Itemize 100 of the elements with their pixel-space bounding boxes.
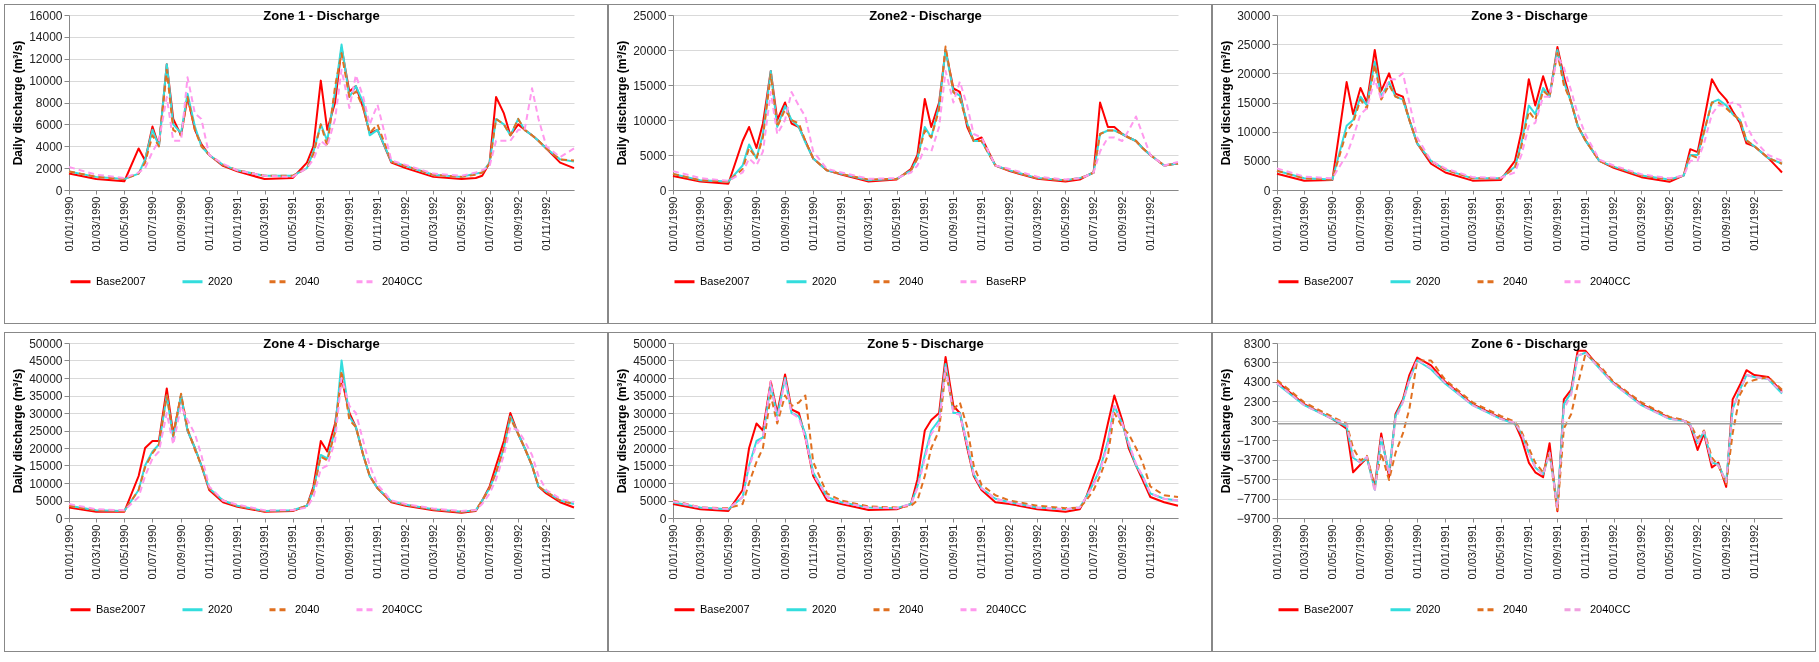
y-tick-label: 45000 (633, 354, 667, 368)
x-tick-label: 01/07/1990 (749, 524, 762, 580)
x-tick-label: 01/11/1991 (975, 196, 988, 251)
x-tick-label: 01/01/1990 (1270, 196, 1283, 252)
x-tick-label: 01/05/1991 (286, 196, 299, 252)
x-tick-label: 01/09/1991 (1550, 196, 1563, 252)
x-tick-label: 01/09/1992 (1115, 196, 1128, 252)
legend-label: 2040CC (986, 602, 1027, 615)
y-axis-title: Daily discharge (m³/s) (615, 40, 630, 166)
x-tick-label: 01/11/1990 (202, 524, 215, 579)
x-tick-label: 01/01/1991 (834, 196, 847, 252)
legend-label: 2040 (1503, 602, 1528, 615)
x-tick-label: 01/09/1990 (778, 524, 791, 580)
x-tick-label: 01/07/1991 (918, 196, 931, 252)
x-tick-label: 01/01/1990 (62, 196, 75, 252)
x-tick-label: 01/05/1990 (117, 524, 130, 580)
x-tick-label: 01/11/1990 (806, 196, 819, 251)
x-tick-label: 01/01/1991 (230, 524, 243, 580)
y-tick-label: 35000 (29, 389, 63, 403)
x-tick-label: 01/05/1990 (721, 196, 734, 252)
legend-label: Base2007 (700, 274, 750, 287)
y-tick-label: 30000 (633, 406, 667, 421)
x-tick-label: 01/11/1992 (1747, 196, 1760, 251)
x-tick-label: 01/11/1992 (539, 524, 552, 579)
legend-label: 2040CC (382, 274, 423, 287)
x-tick-label: 01/01/1990 (62, 524, 75, 580)
y-tick-label: 5000 (1243, 154, 1271, 169)
x-tick-label: 01/05/1990 (117, 196, 130, 252)
x-tick-label: 01/01/1992 (399, 196, 412, 252)
y-tick-label: 25000 (633, 8, 667, 23)
x-tick-label: 01/03/1991 (862, 524, 875, 580)
y-tick-label: 5000 (639, 148, 667, 163)
y-tick-label: 2000 (35, 161, 63, 176)
x-tick-label: 01/07/1990 (749, 196, 762, 252)
line-series (672, 70, 1179, 182)
y-tick-label: 45000 (29, 354, 63, 368)
x-tick-label: 01/07/1991 (918, 524, 931, 580)
x-tick-label: 01/09/1992 (511, 524, 524, 580)
y-tick-label: 5000 (35, 494, 63, 508)
x-tick-label: 01/07/1992 (1691, 196, 1704, 252)
x-tick-label: 01/07/1992 (1087, 196, 1100, 252)
x-tick-label: 01/03/1990 (1297, 196, 1310, 252)
x-tick-label: 01/01/1992 (1003, 524, 1016, 580)
y-tick-label: 20000 (1237, 66, 1271, 81)
legend-label: 2020 (208, 274, 233, 287)
legend-label: 2040CC (1590, 274, 1631, 287)
x-tick-label: 01/03/1990 (693, 196, 706, 252)
x-tick-label: 01/03/1992 (1634, 524, 1647, 580)
x-tick-label: 01/01/1992 (1607, 196, 1620, 252)
x-tick-label: 01/09/1990 (1382, 524, 1395, 580)
legend-label: 2020 (812, 602, 837, 615)
legend-label: Base2007 (96, 602, 146, 615)
legend-label: 2020 (1416, 602, 1441, 615)
legend-label: 2040 (1503, 274, 1528, 287)
x-tick-label: 01/07/1992 (483, 524, 496, 580)
legend-label: BaseRP (986, 274, 1027, 287)
y-tick-label: 15000 (633, 78, 667, 93)
y-tick-label: 20000 (29, 441, 63, 456)
legend-label: Base2007 (96, 274, 146, 287)
y-tick-label: 25000 (1237, 37, 1271, 52)
x-tick-label: 01/09/1991 (342, 196, 355, 252)
x-tick-label: 01/09/1990 (174, 524, 187, 580)
legend-label: Base2007 (700, 602, 750, 615)
y-tick-label: 0 (1263, 183, 1271, 198)
y-tick-label: 2300 (1243, 394, 1271, 409)
x-tick-label: 01/03/1992 (1030, 524, 1043, 580)
x-tick-label: 01/05/1991 (890, 196, 903, 252)
x-tick-label: 01/03/1991 (862, 196, 875, 252)
y-tick-label: 12000 (29, 52, 63, 67)
y-tick-label: 20000 (633, 43, 667, 58)
legend-label: Base2007 (1304, 274, 1354, 287)
x-tick-label: 01/07/1992 (483, 196, 496, 252)
y-tick-label: 14000 (29, 30, 63, 45)
x-tick-label: 01/09/1992 (511, 196, 524, 252)
legend-label: Base2007 (1304, 602, 1354, 615)
x-tick-label: 01/05/1990 (1325, 196, 1338, 252)
y-tick-label: 8000 (35, 96, 63, 110)
x-tick-label: 01/03/1990 (693, 524, 706, 580)
x-tick-label: 01/09/1990 (174, 196, 187, 252)
x-tick-label: 01/11/1991 (1579, 196, 1592, 251)
y-tick-label: 6000 (35, 117, 63, 132)
y-tick-label: 0 (55, 511, 63, 526)
x-tick-label: 01/11/1990 (1410, 196, 1423, 251)
x-tick-label: 01/09/1991 (946, 524, 959, 580)
legend-label: 2020 (812, 274, 837, 287)
y-tick-label: 40000 (633, 371, 667, 386)
x-tick-label: 01/09/1992 (1115, 524, 1128, 580)
x-tick-label: 01/07/1991 (314, 524, 327, 580)
x-tick-label: 01/09/1990 (1382, 196, 1395, 252)
x-tick-label: 01/03/1991 (1466, 196, 1479, 252)
x-tick-label: 01/09/1991 (342, 524, 355, 580)
y-tick-label: −7700 (1236, 492, 1271, 507)
y-tick-label: 0 (55, 183, 63, 198)
x-tick-label: 01/05/1992 (1662, 524, 1675, 580)
x-tick-label: 01/01/1992 (1607, 524, 1620, 580)
x-tick-label: 01/05/1992 (1662, 196, 1675, 252)
legend-label: 2040 (899, 602, 924, 615)
x-tick-label: 01/03/1992 (1634, 196, 1647, 252)
legend-label: 2020 (208, 602, 233, 615)
x-tick-label: 01/09/1991 (1550, 524, 1563, 580)
